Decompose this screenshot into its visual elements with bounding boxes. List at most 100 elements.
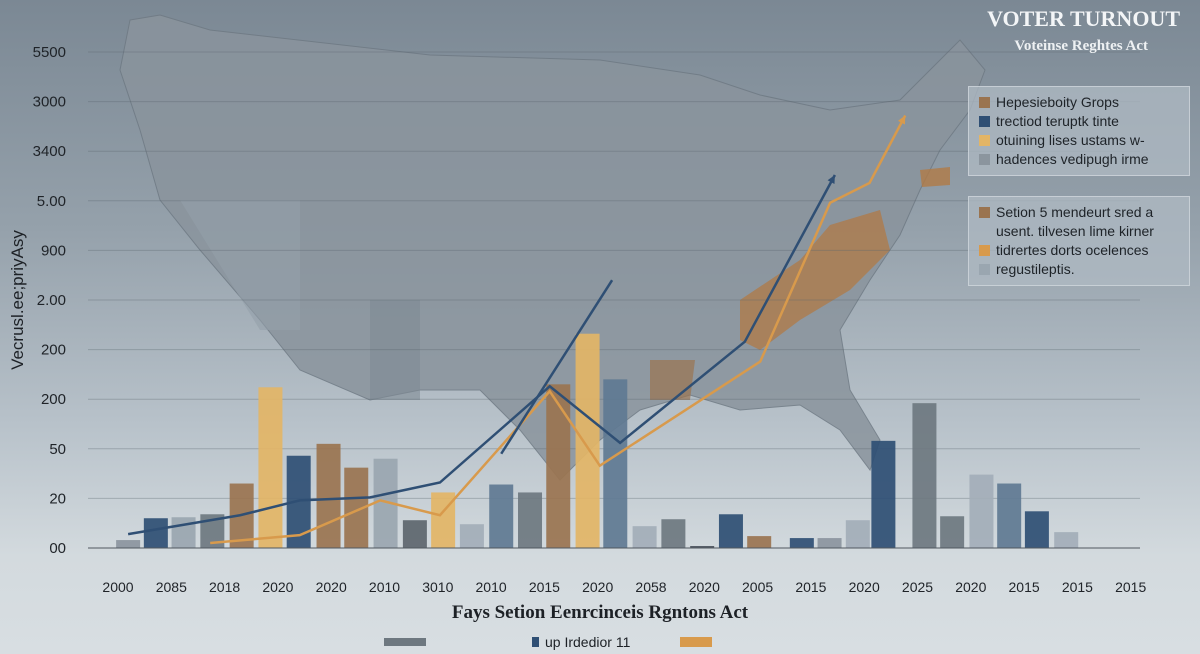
legend-swatch <box>979 207 990 218</box>
x-tick-label: 2025 <box>902 579 933 595</box>
legend-swatch <box>979 245 990 256</box>
legend-item: otuining lises ustams w- <box>979 131 1179 150</box>
legend-swatch <box>979 97 990 108</box>
x-tick-label: 2010 <box>476 579 507 595</box>
bar <box>489 484 514 548</box>
x-tick-label: 2085 <box>156 579 187 595</box>
legend-box-section5: Setion 5 mendeurt sred a usent. tilvesen … <box>968 196 1190 286</box>
legend-item: trectiod teruptk tinte <box>979 112 1179 131</box>
legend-label: regustileptis. <box>996 261 1075 277</box>
legend-item: hadences vedipugh irme <box>979 150 1179 169</box>
x-tick-label: 2015 <box>795 579 826 595</box>
x-tick-label: 2005 <box>742 579 773 595</box>
y-tick-label: 200 <box>41 391 66 408</box>
legend-label: Hepesieboity Grops <box>996 94 1119 110</box>
x-tick-label: 2015 <box>1009 579 1040 595</box>
y-tick-label: 5.00 <box>37 193 66 210</box>
bar <box>817 538 842 548</box>
x-tick-label: 2020 <box>316 579 347 595</box>
x-tick-label: 2020 <box>849 579 880 595</box>
legend-swatch <box>979 226 990 237</box>
legend-label: usent. tilvesen lime kirner <box>996 223 1154 239</box>
bar <box>1024 511 1049 548</box>
y-tick-label: 20 <box>49 490 66 507</box>
legend-item: usent. tilvesen lime kirner <box>979 222 1179 241</box>
legend-label: up Irdedior 11 <box>545 634 631 650</box>
bar <box>116 540 141 548</box>
arrowhead <box>827 175 835 184</box>
y-tick-label: 50 <box>49 441 66 458</box>
bar <box>575 333 600 548</box>
legend-label: Setion 5 mendeurt sred a <box>996 204 1154 220</box>
bar <box>518 492 543 548</box>
x-tick-label: 2020 <box>262 579 293 595</box>
y-tick-label: 00 <box>49 540 66 557</box>
bar <box>143 518 168 548</box>
x-tick-label: 2015 <box>1062 579 1093 595</box>
bar <box>402 520 427 548</box>
legend-label: trectiod teruptk tinte <box>996 113 1119 129</box>
legend-swatch <box>979 264 990 275</box>
x-axis-label: Fays Setion Eenrcinceis Rgntons Act <box>451 602 749 623</box>
bar <box>690 546 715 548</box>
legend-swatch <box>979 135 990 146</box>
x-tick-label: 3010 <box>422 579 453 595</box>
bar <box>1054 532 1079 548</box>
chart-title: VOTER TURNOUT <box>987 6 1180 31</box>
y-tick-label: 3400 <box>33 143 66 160</box>
y-tick-label: 5500 <box>33 44 66 61</box>
legend-swatch <box>979 116 990 127</box>
series-line <box>127 174 836 536</box>
bar <box>603 379 628 548</box>
x-tick-label: 2020 <box>582 579 613 595</box>
legend-item: Hepesieboity Grops <box>979 93 1179 112</box>
bar <box>845 520 870 548</box>
legend-label: otuining lises ustams w- <box>996 132 1145 148</box>
bar <box>258 387 283 548</box>
y-axis-label: Vecrusl.ee;priyAsy <box>8 230 27 370</box>
legend-item: Setion 5 mendeurt sred a <box>979 203 1179 222</box>
bar <box>789 538 814 548</box>
bar <box>747 536 772 548</box>
y-tick-label: 200 <box>41 342 66 359</box>
bar <box>871 440 896 548</box>
chart-subtitle: Voteinse Reghtes Act <box>1014 38 1148 54</box>
x-tick-label: 2015 <box>529 579 560 595</box>
x-tick-label: 2020 <box>955 579 986 595</box>
bar <box>969 474 994 548</box>
bar <box>546 384 571 548</box>
bar <box>718 514 743 548</box>
bar <box>316 443 341 548</box>
arrowhead <box>897 115 906 125</box>
series-line <box>210 114 907 545</box>
bar <box>940 516 965 548</box>
legend-swatch <box>979 154 990 165</box>
bar <box>661 519 686 548</box>
trend-arrow <box>500 279 614 455</box>
legend-swatch <box>384 638 426 646</box>
bar <box>459 524 484 548</box>
y-tick-label: 2.00 <box>37 292 66 309</box>
legend-label: tidrertes dorts ocelences <box>996 242 1149 258</box>
bar <box>997 483 1022 548</box>
bar <box>912 403 937 548</box>
legend-item: regustileptis. <box>979 260 1179 279</box>
x-tick-label: 2015 <box>1115 579 1146 595</box>
x-tick-label: 2010 <box>369 579 400 595</box>
legend-swatch <box>532 637 539 647</box>
bar <box>171 517 196 548</box>
legend-label: hadences vedipugh irme <box>996 151 1149 167</box>
legend-box-groups: Hepesieboity Grops trectiod teruptk tinte… <box>968 86 1190 176</box>
y-tick-label: 3000 <box>33 94 66 111</box>
x-tick-label: 2000 <box>102 579 133 595</box>
legend-swatch <box>680 637 713 647</box>
bar <box>632 526 657 548</box>
legend-item: tidrertes dorts ocelences <box>979 241 1179 260</box>
x-tick-label: 2020 <box>689 579 720 595</box>
x-tick-label: 2018 <box>209 579 240 595</box>
x-tick-label: 2058 <box>635 579 666 595</box>
bottom-legend: up Irdedior 11 <box>384 634 713 650</box>
y-tick-label: 900 <box>41 242 66 259</box>
